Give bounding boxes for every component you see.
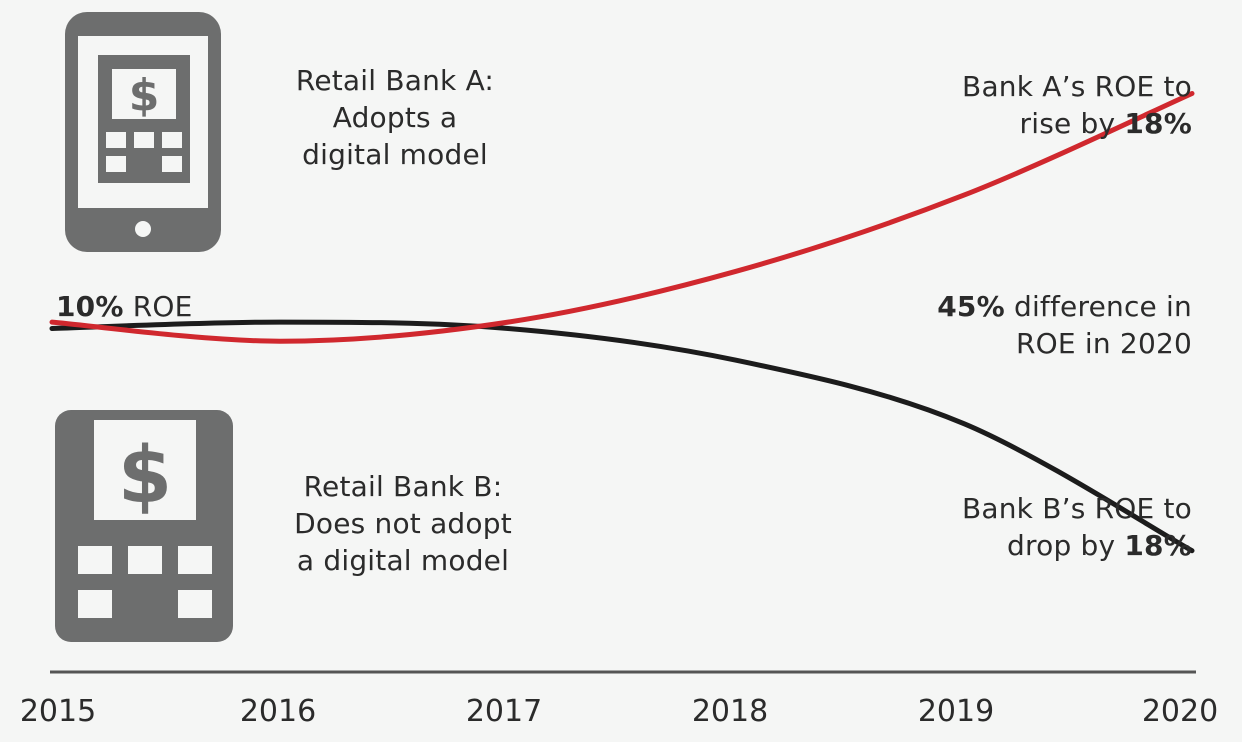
- x-tick-label: 2015: [19, 694, 97, 729]
- bank-b-roe-line: [49, 319, 1195, 554]
- start-roe-value: 10%: [56, 290, 124, 323]
- bank-a-roe-line: [49, 91, 1195, 344]
- phone-dollar-symbol: $: [129, 70, 160, 121]
- bank-a-caption: Retail Bank A: Adopts a digital model: [250, 62, 540, 173]
- x-tick-label: 2019: [917, 694, 995, 729]
- rise-annotation-text: rise by: [1019, 107, 1125, 140]
- bank-building-icon: $: [55, 410, 233, 642]
- start-roe-label: 10% ROE: [56, 288, 193, 325]
- building-dollar-symbol: $: [118, 431, 172, 521]
- series-layer: [49, 91, 1195, 554]
- rise-annotation-value: 18%: [1124, 107, 1192, 140]
- bank-a-caption-line1: Retail Bank A:: [295, 64, 495, 97]
- rise-annotation: Bank A’s ROE to rise by 18%: [880, 68, 1192, 142]
- bank-b-caption: Retail Bank B: Does not adopt a digital …: [258, 468, 548, 579]
- difference-text: difference in: [1004, 290, 1192, 323]
- rise-annotation-line1: Bank A’s ROE to: [962, 70, 1192, 103]
- drop-annotation-text: drop by: [1007, 529, 1125, 562]
- difference-annotation: 45% difference in ROE in 2020: [860, 288, 1192, 362]
- drop-annotation-line1: Bank B’s ROE to: [961, 492, 1192, 525]
- bank-a-caption-line2: Adopts a: [332, 101, 458, 134]
- bank-a-caption-line3: digital model: [302, 138, 488, 171]
- x-tick-label: 2020: [1141, 694, 1219, 729]
- bank-b-caption-line1: Retail Bank B:: [303, 470, 503, 503]
- bank-b-caption-line3: a digital model: [296, 544, 510, 577]
- x-tick-label: 2017: [465, 694, 543, 729]
- start-roe-text: ROE: [123, 290, 193, 323]
- difference-annotation-line2: ROE in 2020: [1016, 327, 1192, 360]
- drop-annotation-value: 18%: [1124, 529, 1192, 562]
- drop-annotation: Bank B’s ROE to drop by 18%: [880, 490, 1192, 564]
- difference-value: 45%: [937, 290, 1005, 323]
- x-tick-label: 2018: [691, 694, 769, 729]
- phone-bank-icon: $: [65, 12, 221, 252]
- bank-b-caption-line2: Does not adopt: [294, 507, 512, 540]
- x-tick-label: 2016: [239, 694, 317, 729]
